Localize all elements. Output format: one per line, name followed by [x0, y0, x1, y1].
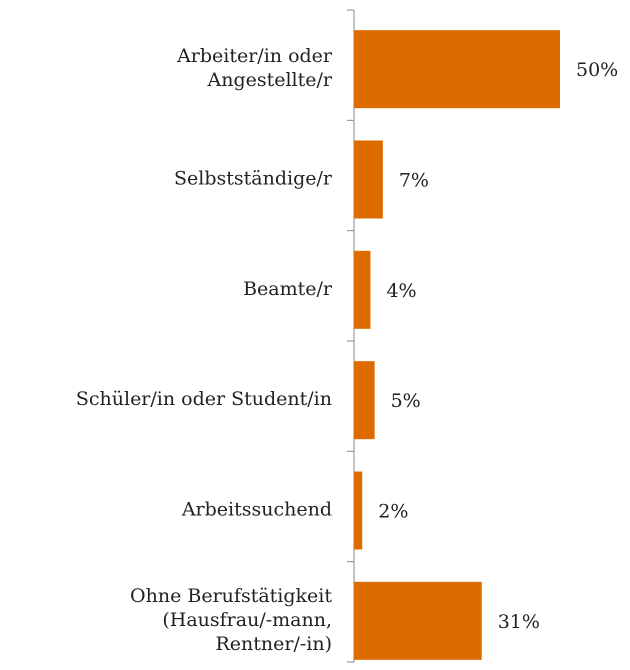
bar [354, 250, 371, 329]
bar [354, 140, 383, 219]
value-label: 31% [498, 611, 540, 633]
category-label: Selbstständige/r [174, 168, 333, 190]
category-label: Arbeitssuchend [181, 499, 332, 521]
category-label: Beamte/r [243, 278, 333, 300]
bar [354, 30, 560, 109]
value-label: 2% [378, 501, 408, 523]
category-label: Schüler/in oder Student/in [76, 388, 332, 410]
bar [354, 581, 482, 660]
category-label: Arbeiter/in oder Angestellte/r [176, 45, 333, 91]
bar [354, 361, 375, 440]
value-label: 5% [391, 390, 421, 412]
value-label: 50% [576, 59, 618, 81]
bar [354, 471, 363, 550]
category-label: Ohne Berufstätigkeit (Hausfrau/-mann, Rent… [130, 585, 332, 655]
value-label: 4% [386, 280, 416, 302]
value-label: 7% [399, 170, 429, 192]
